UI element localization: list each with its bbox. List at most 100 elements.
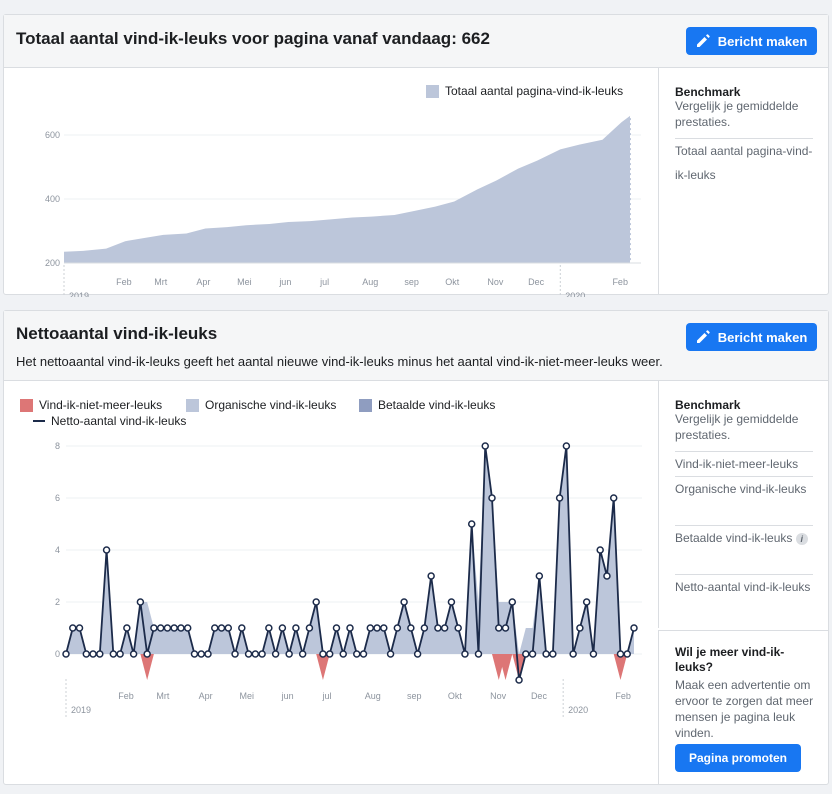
legend-net: Netto-aantal vind-ik-leuks — [33, 414, 186, 428]
x-tick-label: Apr — [196, 277, 210, 287]
net-point — [62, 650, 70, 658]
benchmark-panel: Benchmark Vergelijk je gemiddelde presta… — [658, 380, 828, 628]
legend-swatch — [426, 84, 439, 98]
year-label: 2019 — [69, 291, 89, 297]
net-point — [495, 624, 503, 632]
chart-legend: Totaal aantal pagina-vind-ik-leuks — [426, 84, 623, 98]
x-tick-label: jul — [322, 691, 332, 701]
net-point — [481, 442, 489, 450]
benchmark-link-paid[interactable]: Betaalde vind-ik-leuks i — [675, 525, 813, 550]
net-point — [177, 624, 185, 632]
create-post-button[interactable]: Bericht maken — [686, 27, 817, 55]
y-tick-label: 4 — [55, 545, 60, 555]
net-point — [366, 624, 375, 632]
legend-swatch — [20, 398, 33, 412]
net-point — [75, 624, 84, 632]
y-tick-label: 600 — [45, 130, 60, 140]
net-likes-card: Nettoaantal vind-ik-leuks Het nettoaanta… — [3, 310, 829, 785]
pencil-icon — [696, 330, 710, 343]
net-point — [569, 650, 577, 658]
unlike-mark — [140, 654, 154, 680]
area-series — [64, 115, 631, 263]
benchmark-title: Benchmark — [675, 398, 741, 412]
net-point — [211, 624, 219, 632]
net-point — [305, 624, 314, 632]
net-point — [549, 650, 557, 658]
benchmark-link-unlikes[interactable]: Vind-ik-niet-meer-leuks — [675, 451, 813, 476]
net-point — [69, 624, 77, 632]
x-tick-label: Mrt — [156, 691, 169, 701]
net-point — [271, 650, 280, 658]
net-point — [109, 650, 118, 658]
net-point — [217, 624, 226, 632]
info-icon[interactable]: i — [795, 532, 808, 545]
benchmark-link-organic[interactable]: Organische vind-ik-leuks — [675, 476, 813, 501]
net-point — [143, 650, 151, 658]
promo-text: Maak een advertentie om ervoor te zorgen… — [675, 678, 814, 740]
net-point — [183, 624, 192, 632]
y-tick-label: 200 — [45, 258, 60, 268]
net-point — [359, 650, 368, 658]
x-tick-label: Aug — [365, 691, 381, 701]
unlike-mark — [613, 654, 628, 680]
y-tick-label: 8 — [55, 441, 60, 451]
x-tick-label: Feb — [615, 691, 631, 701]
x-tick-label: Dec — [531, 691, 548, 701]
unlike-mark — [316, 654, 330, 680]
net-point — [461, 650, 469, 658]
benchmark-link-total-likes[interactable]: Totaal aantal pagina-vind-ik-leuks — [675, 138, 813, 187]
x-tick-label: Nov — [490, 691, 507, 701]
net-point — [150, 624, 158, 632]
x-tick-label: Mei — [237, 277, 252, 287]
net-point — [582, 598, 591, 606]
x-tick-label: Feb — [116, 277, 132, 287]
create-post-button[interactable]: Bericht maken — [686, 323, 817, 351]
net-point — [312, 598, 320, 606]
x-tick-label: jul — [319, 277, 329, 287]
net-point — [528, 650, 537, 658]
button-label: Bericht maken — [717, 33, 808, 49]
pencil-icon — [696, 34, 710, 47]
net-point — [630, 624, 638, 632]
net-point — [278, 624, 287, 632]
x-tick-label: Mrt — [154, 277, 167, 287]
y-tick-label: 2 — [55, 597, 60, 607]
net-point — [488, 494, 496, 502]
net-point — [204, 650, 212, 658]
x-tick-label: Apr — [199, 691, 213, 701]
net-point — [413, 650, 422, 658]
x-tick-label: Okt — [448, 691, 463, 701]
net-point — [542, 650, 550, 658]
net-point — [265, 624, 273, 632]
x-tick-label: Nov — [487, 277, 504, 287]
net-point — [515, 676, 523, 684]
net-point — [325, 650, 334, 658]
net-point — [555, 494, 564, 502]
net-point — [244, 650, 253, 658]
net-point — [400, 598, 408, 606]
benchmark-link-net[interactable]: Netto-aantal vind-ik-leuks — [675, 574, 813, 599]
x-tick-label: sep — [404, 277, 419, 287]
legend-line — [33, 420, 45, 422]
net-point — [380, 624, 388, 632]
x-tick-label: Mei — [239, 691, 254, 701]
net-point — [231, 650, 239, 658]
net-point — [386, 650, 395, 658]
net-likes-chart: 0 2 4 6 8 Feb Mrt Apr Mei jun jul Aug sep Okt Nov Dec Fe… — [55, 441, 642, 717]
card-description: Het nettoaantal vind-ik-leuks geeft het … — [16, 354, 663, 369]
net-point — [170, 624, 178, 632]
x-tick-label: Feb — [612, 277, 628, 287]
net-point — [298, 650, 307, 658]
legend-paid: Betaalde vind-ik-leuks — [359, 398, 495, 412]
legend-unlikes: Vind-ik-niet-meer-leuks — [20, 398, 162, 412]
net-point — [129, 650, 138, 658]
net-point — [596, 546, 604, 554]
promote-page-button[interactable]: Pagina promoten — [675, 744, 801, 772]
net-point — [616, 650, 625, 658]
x-tick-label: sep — [407, 691, 422, 701]
unlike-mark — [512, 654, 526, 680]
net-point — [427, 572, 435, 580]
year-label: 2019 — [71, 705, 91, 715]
net-point — [82, 650, 91, 658]
net-point — [454, 624, 462, 632]
